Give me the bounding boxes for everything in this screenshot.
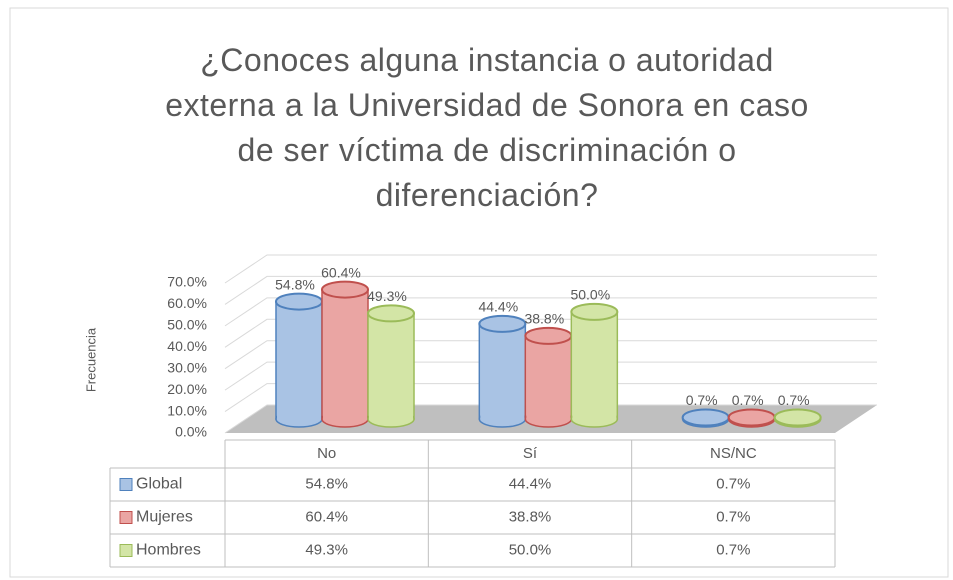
cylinder-top: [367, 304, 415, 323]
cylinder-top: [681, 408, 730, 427]
cylinder-top: [570, 302, 619, 321]
y-tick-label: 30.0%: [167, 359, 207, 375]
cylinder-cover: [572, 311, 617, 419]
data-label: 0.7%: [732, 392, 764, 408]
grid-line: [224, 404, 877, 434]
data-label: 44.4%: [478, 299, 518, 315]
y-tick-label: 20.0%: [167, 381, 207, 397]
y-tick-label: 10.0%: [167, 402, 207, 418]
cylinder-top: [727, 408, 776, 427]
cylinder-cover: [369, 313, 413, 419]
legend-key: [119, 511, 133, 524]
cylinder-cover: [323, 289, 367, 419]
cylinder-top: [524, 326, 573, 345]
data-label: 38.8%: [524, 311, 564, 327]
data-label: 0.7%: [686, 392, 718, 408]
grid-line: [224, 340, 877, 370]
table-cell: 0.7%: [716, 508, 750, 525]
cylinder-cover: [526, 335, 571, 419]
table-cell: 60.4%: [305, 508, 348, 525]
x-tick-label: NS/NC: [710, 445, 757, 462]
table-cell: 38.8%: [509, 508, 552, 525]
y-axis-label: Frecuencia: [83, 327, 98, 392]
legend-label: Mujeres: [136, 509, 193, 526]
y-tick-label: 0.0%: [175, 424, 207, 440]
y-tick-label: 50.0%: [167, 317, 207, 333]
legend-label: Hombres: [136, 542, 201, 559]
chart-title: ¿Conoces alguna instancia o autoridad ex…: [165, 42, 809, 213]
table-cell: 54.8%: [305, 475, 348, 492]
data-label: 60.4%: [321, 264, 361, 280]
legend-key: [119, 478, 133, 491]
table-cell: 0.7%: [716, 541, 750, 558]
grid-line: [224, 361, 877, 391]
table-cell: 49.3%: [305, 541, 348, 558]
grid-line: [224, 297, 877, 327]
data-label: 54.8%: [275, 276, 315, 292]
legend-key: [119, 544, 133, 557]
grid-line: [224, 383, 877, 412]
table-cell: 0.7%: [716, 475, 750, 492]
cylinder-top: [275, 292, 323, 311]
cylinder-cover: [277, 301, 321, 419]
cylinder-top: [478, 314, 527, 333]
cylinder-cover: [480, 323, 525, 419]
data-label: 0.7%: [778, 392, 810, 408]
data-label: 50.0%: [570, 287, 610, 303]
y-tick-label: 60.0%: [167, 295, 207, 311]
x-tick-label: Sí: [523, 445, 538, 462]
cylinder-top: [321, 280, 369, 299]
y-tick-label: 70.0%: [167, 274, 207, 290]
grid-line: [224, 275, 877, 305]
y-tick-label: 40.0%: [167, 338, 207, 354]
x-tick-label: No: [317, 445, 336, 462]
table-cell: 50.0%: [509, 541, 552, 558]
grid-line: [224, 318, 877, 348]
cylinder-top: [773, 408, 822, 427]
data-label: 49.3%: [367, 288, 407, 304]
table-cell: 44.4%: [509, 475, 552, 492]
grid-line: [224, 254, 877, 284]
chart-border: [9, 7, 949, 578]
legend-label: Global: [136, 476, 182, 493]
